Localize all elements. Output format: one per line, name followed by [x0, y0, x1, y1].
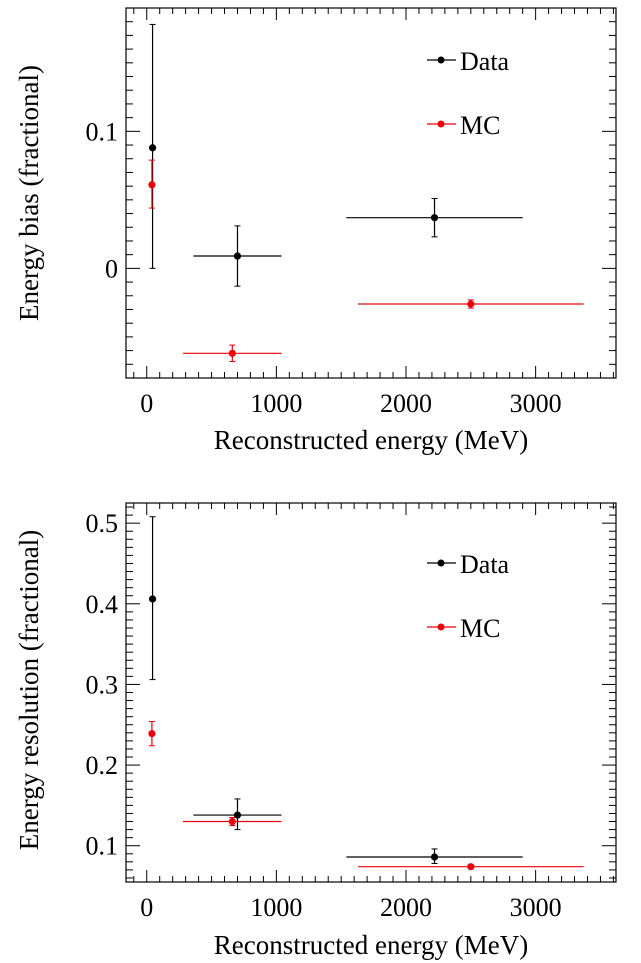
- data-point: [148, 730, 156, 738]
- resolution-y-tick-label: 0.3: [86, 670, 119, 699]
- resolution-x-tick-label: 3000: [510, 893, 562, 922]
- legend-marker-dot: [437, 559, 445, 567]
- data-point: [148, 144, 157, 152]
- bias-legend-label-mc: MC: [460, 111, 500, 140]
- bias-legend-entry-data: Data: [427, 47, 510, 76]
- legend-marker-dot: [437, 56, 445, 64]
- data-point: [228, 817, 236, 826]
- bias-x-tick-label: 0: [140, 389, 153, 418]
- resolution-legend: Data MC: [427, 550, 510, 643]
- resolution-series-mc: [148, 721, 584, 871]
- bias-y-axis-title: Energy bias (fractional): [14, 65, 44, 321]
- resolution-y-tick-label: 0.1: [86, 832, 119, 861]
- bias-series: [148, 23, 584, 363]
- bias-series-mc: [148, 159, 584, 363]
- data-point: [228, 349, 236, 357]
- bias-legend-label-data: Data: [460, 47, 510, 76]
- resolution-legend-entry-mc: MC: [427, 614, 500, 643]
- resolution-y-axis-title: Energy resolution (fractional): [14, 530, 44, 850]
- data-point: [148, 181, 156, 189]
- bias-x-tick-label: 3000: [510, 389, 562, 418]
- resolution-series: [148, 516, 584, 871]
- resolution-series-data: [148, 516, 523, 864]
- bias-series-data: [148, 23, 523, 287]
- bias-y-tick-label: 0: [105, 254, 118, 283]
- data-point: [148, 595, 157, 603]
- legend-marker-dot: [437, 120, 445, 128]
- resolution-y-tick-label: 0.4: [86, 590, 119, 619]
- resolution-y-tick-label: 0.5: [86, 509, 119, 538]
- bias-x-axis-title: Reconstructed energy (MeV): [214, 425, 528, 455]
- bias-plot-frame: [125, 7, 617, 379]
- resolution-x-tick-label: 2000: [380, 893, 432, 922]
- resolution-ticks: [126, 503, 616, 882]
- data-point: [233, 811, 242, 819]
- bias-legend: Data MC: [427, 47, 510, 140]
- resolution-legend-label-mc: MC: [460, 614, 500, 643]
- bias-x-tick-label: 1000: [250, 389, 302, 418]
- data-point: [467, 300, 475, 308]
- resolution-x-tick-label: 0: [140, 893, 153, 922]
- resolution-plot-frame: [125, 502, 617, 883]
- bias-legend-entry-mc: MC: [427, 111, 500, 140]
- resolution-x-tick-label: 1000: [250, 893, 302, 922]
- bias-y-tick-label: 0.1: [86, 117, 119, 146]
- data-point: [430, 214, 439, 222]
- data-point: [233, 252, 242, 260]
- bias-panel: 0 1000 2000 3000 0 0.1 Data MC Reconstructed …: [14, 7, 617, 455]
- resolution-x-axis-title: Reconstructed energy (MeV): [214, 930, 528, 960]
- resolution-panel: 0 1000 2000 3000 0.1 0.2 0.3 0.4 0.5 Data MC Rec…: [14, 502, 617, 960]
- resolution-legend-entry-data: Data: [427, 550, 510, 579]
- resolution-legend-label-data: Data: [460, 550, 510, 579]
- legend-marker-dot: [437, 623, 445, 631]
- data-point: [467, 863, 475, 871]
- resolution-y-tick-label: 0.2: [86, 751, 119, 780]
- bias-x-tick-label: 2000: [380, 389, 432, 418]
- data-point: [430, 853, 439, 861]
- resolution-tick-labels: 0 1000 2000 3000 0.1 0.2 0.3 0.4 0.5: [86, 509, 562, 922]
- bias-ticks: [126, 7, 616, 379]
- bias-tick-labels: 0 1000 2000 3000 0 0.1: [86, 117, 562, 418]
